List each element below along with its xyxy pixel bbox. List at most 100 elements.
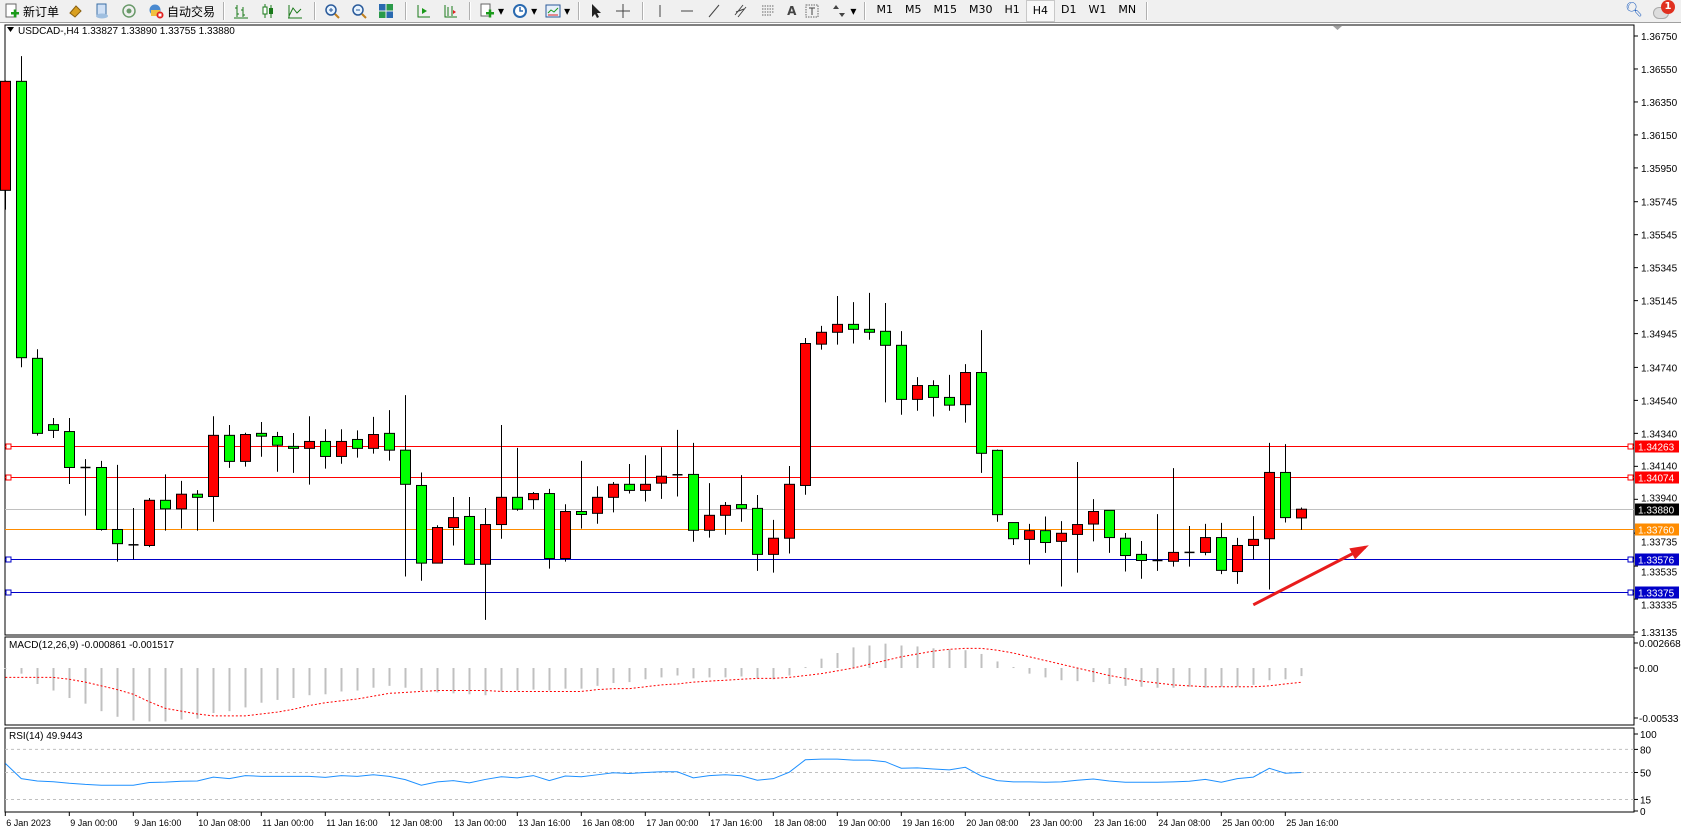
- toolbar-separator: [469, 2, 472, 20]
- candle: [816, 325, 827, 350]
- candle: [480, 508, 491, 620]
- chart-shift-icon: [444, 5, 458, 18]
- candle-body: [32, 357, 43, 434]
- candle: [512, 447, 523, 511]
- new-order-button[interactable]: 新订单: [0, 1, 63, 21]
- period-m30[interactable]: M30: [968, 3, 993, 16]
- cursor-icon: [592, 4, 602, 18]
- price-tick-label: 1.35745: [1641, 198, 1678, 209]
- period-m1[interactable]: M1: [876, 3, 893, 16]
- period-mn[interactable]: MN: [1118, 3, 1137, 16]
- price-tick-label: 1.33335: [1641, 601, 1678, 612]
- time-tick-label: 13 Jan 00:00: [454, 818, 506, 828]
- candle: [864, 292, 875, 340]
- candle-body: [160, 499, 171, 510]
- text-tool[interactable]: A: [783, 1, 800, 21]
- search-icon[interactable]: 🔍︎: [1625, 2, 1643, 18]
- candle: [1008, 522, 1019, 545]
- trend-arrow[interactable]: [1252, 545, 1369, 607]
- candle: [0, 80, 11, 210]
- level-price-label: 1.33375: [1638, 589, 1675, 600]
- notifications-button[interactable]: 1: [1653, 0, 1675, 20]
- candle-body: [864, 328, 875, 333]
- bar-chart-button[interactable]: [229, 1, 256, 21]
- history-center-icon: [69, 5, 82, 18]
- level-price-badge: [1635, 553, 1679, 566]
- candle: [1168, 468, 1179, 567]
- candle: [384, 410, 395, 461]
- period-m15[interactable]: M15: [933, 3, 957, 16]
- macd-panel: [4, 636, 1635, 726]
- candle-body: [736, 504, 747, 509]
- auto-trading-button[interactable]: 自动交易: [144, 1, 219, 21]
- level-handle-right[interactable]: [1627, 589, 1634, 596]
- period-h4[interactable]: H4: [1025, 0, 1056, 22]
- level-handle-right[interactable]: [1627, 474, 1634, 481]
- candle-body: [688, 473, 699, 531]
- crosshair-tool[interactable]: [611, 1, 638, 21]
- tile-windows-button[interactable]: [374, 1, 401, 21]
- notification-badge: 1: [1661, 0, 1675, 14]
- fibonacci-tool[interactable]: [756, 1, 783, 21]
- candlestick-chart-button[interactable]: [256, 1, 283, 21]
- level-handle-right[interactable]: [1627, 556, 1634, 563]
- text-label-tool[interactable]: [800, 1, 827, 21]
- candle: [1136, 541, 1147, 579]
- signals-button[interactable]: [117, 1, 144, 21]
- trendline-tool[interactable]: [702, 1, 729, 21]
- level-handle-left[interactable]: [5, 589, 12, 596]
- time-tick-label: 19 Jan 16:00: [902, 818, 954, 828]
- auto-scroll-button[interactable]: [411, 1, 438, 21]
- level-handle-left[interactable]: [5, 556, 12, 563]
- navigator-button[interactable]: [90, 1, 117, 21]
- rsi-line: [4, 758, 1302, 786]
- periods-button[interactable]: ▾: [508, 1, 541, 21]
- level-handle-left[interactable]: [5, 443, 12, 450]
- chart-shift-button[interactable]: [438, 1, 465, 21]
- period-d1[interactable]: D1: [1061, 3, 1077, 16]
- candle-body: [480, 524, 491, 565]
- time-tick-label: 6 Jan 2023: [6, 818, 51, 828]
- cursor-tool[interactable]: [584, 1, 611, 21]
- candle: [1056, 521, 1067, 587]
- time-tick-label: 23 Jan 00:00: [1030, 818, 1082, 828]
- arrows-tool[interactable]: ▾: [827, 1, 860, 21]
- rsi-tick-label: 15: [1640, 795, 1652, 806]
- candle-body: [816, 331, 827, 345]
- period-m5[interactable]: M5: [904, 3, 922, 16]
- toolbar-separator: [405, 2, 408, 20]
- candle-body: [624, 483, 635, 491]
- tile-windows-icon: [379, 4, 394, 18]
- history-button[interactable]: [63, 1, 90, 21]
- candle-body: [576, 511, 587, 515]
- candle-body: [592, 496, 603, 514]
- candle-body: [304, 440, 315, 449]
- zoom-in-button[interactable]: [320, 1, 347, 21]
- candle-body: [880, 330, 891, 346]
- price-tick-label: 1.33735: [1641, 538, 1678, 549]
- price-tick-label: 1.33940: [1641, 494, 1678, 505]
- indicators-button[interactable]: ▾: [475, 1, 508, 21]
- chart-window[interactable]: 1.36750 1.36550 1.36350 1.36150 1.35950 1.357…: [0, 23, 1681, 830]
- candle: [960, 364, 971, 423]
- candle-body: [1264, 471, 1275, 540]
- line-chart-button[interactable]: [283, 1, 310, 21]
- zoom-out-button[interactable]: [347, 1, 374, 21]
- equidistant-channel-tool[interactable]: [729, 1, 756, 21]
- collapse-triangle-icon[interactable]: [7, 27, 14, 32]
- horizontal-line-tool[interactable]: [675, 1, 702, 21]
- text-icon: A: [787, 4, 797, 18]
- period-w1[interactable]: W1: [1088, 3, 1107, 16]
- price-tick-label: 1.34140: [1641, 462, 1678, 473]
- level-handle-right[interactable]: [1627, 443, 1634, 450]
- candle-body: [1072, 524, 1083, 535]
- vertical-line-tool[interactable]: [648, 1, 675, 21]
- chart-shift-marker-icon[interactable]: [1333, 26, 1342, 30]
- templates-button[interactable]: ▾: [541, 1, 574, 21]
- signals-icon: [122, 4, 136, 18]
- candle: [48, 418, 59, 438]
- candle: [288, 433, 299, 473]
- period-h1[interactable]: H1: [1004, 3, 1020, 16]
- level-handle-left[interactable]: [5, 474, 12, 481]
- candle-body: [64, 431, 75, 468]
